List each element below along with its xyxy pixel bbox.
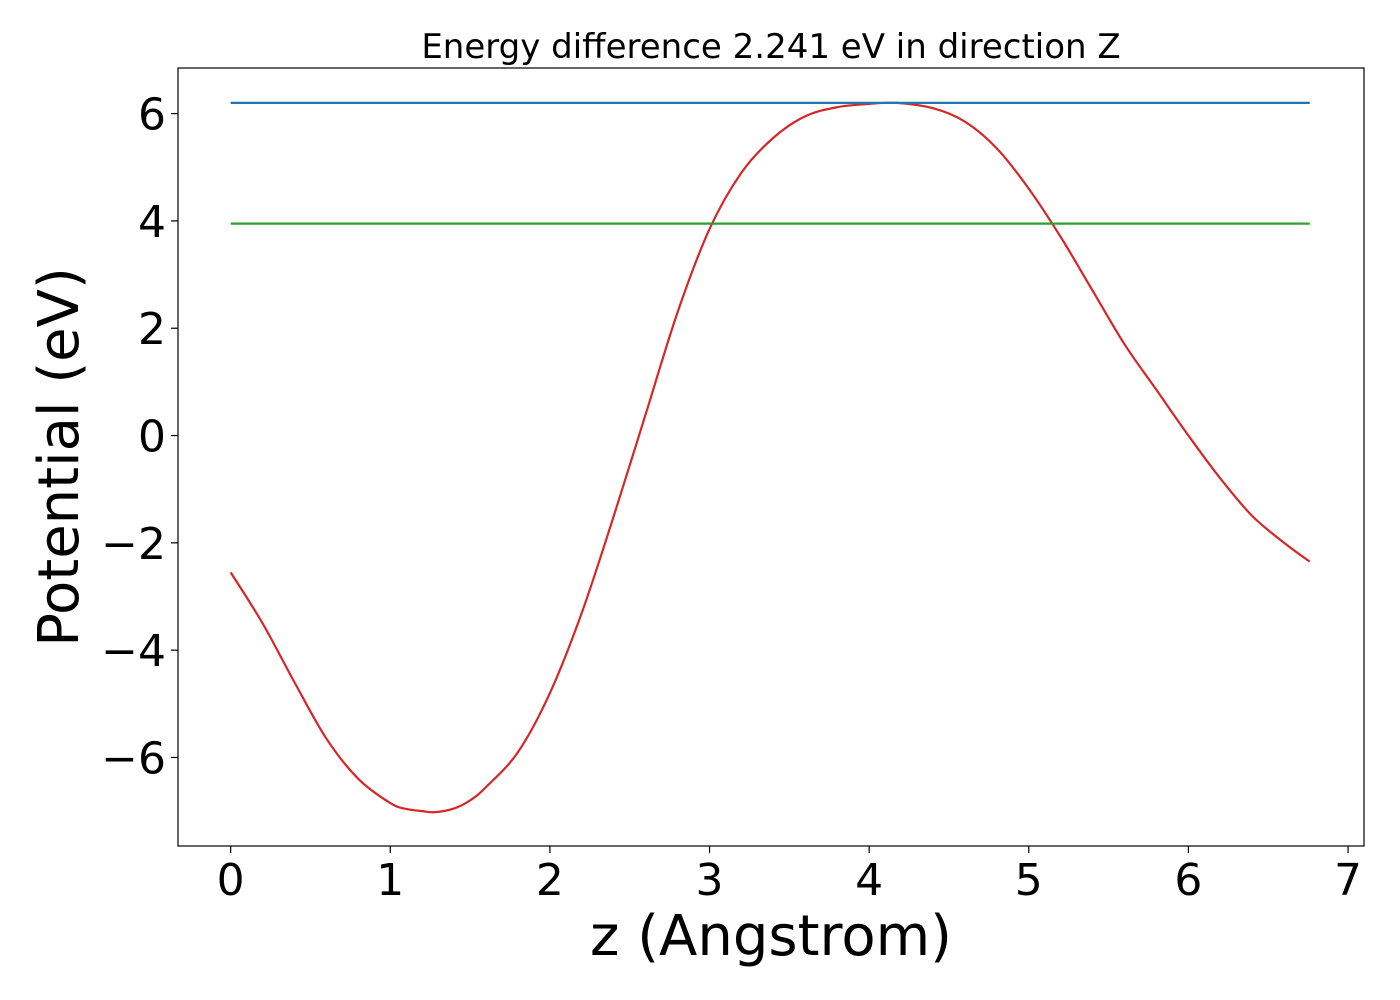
series-line-1 (229, 101, 1311, 814)
x-tick-label: 6 (1174, 855, 1202, 906)
plot-area-frame (177, 67, 1365, 847)
x-axis-title: z (Angstrom) (590, 904, 952, 969)
x-tick-label: 5 (1015, 855, 1043, 906)
x-tick-label: 4 (855, 855, 883, 906)
y-tick-label: 4 (138, 197, 166, 248)
x-tick-label: 1 (376, 855, 404, 906)
y-tick-label: 2 (138, 304, 166, 355)
y-tick-label: 0 (138, 412, 166, 463)
x-tick-label: 7 (1334, 855, 1362, 906)
y-tick-label: 6 (138, 90, 166, 141)
x-tick-label: 2 (536, 855, 564, 906)
x-tick-label: 3 (696, 855, 724, 906)
y-axis-ticks: −6 −4 −2 0 2 4 6 (101, 90, 178, 784)
y-axis-title: Potential (eV) (27, 267, 92, 647)
y-tick-label: −6 (101, 733, 166, 784)
chart-title: Energy difference 2.241 eV in direction … (421, 27, 1120, 67)
y-tick-label: −4 (101, 626, 166, 677)
x-axis-ticks: 0 1 2 3 4 5 6 7 (217, 846, 1362, 906)
x-tick-label: 0 (217, 855, 245, 906)
y-tick-label: −2 (101, 519, 166, 570)
series-lines (229, 101, 1311, 814)
